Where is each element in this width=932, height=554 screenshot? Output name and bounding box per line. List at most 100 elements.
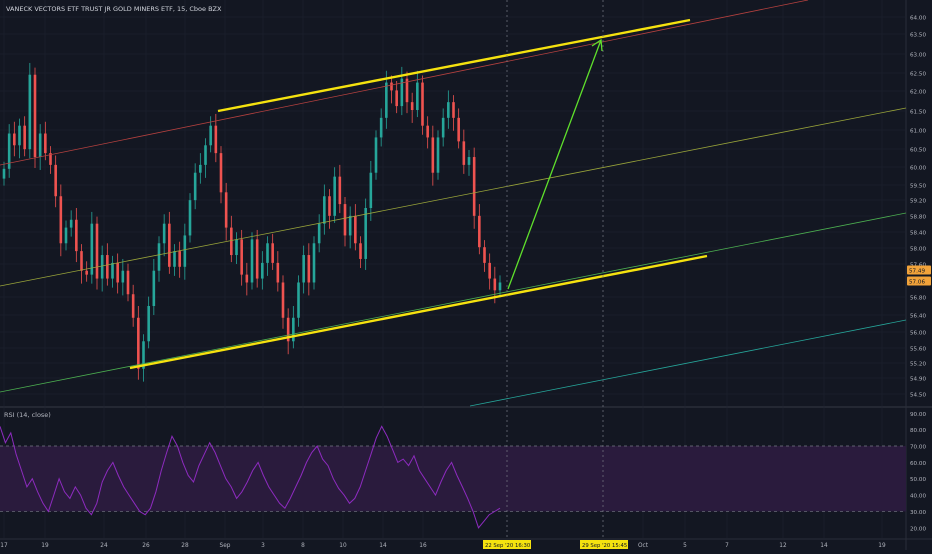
time-tick-label: 10 bbox=[339, 543, 347, 549]
candle-body bbox=[49, 153, 52, 165]
candle-body bbox=[354, 215, 357, 244]
candle-body bbox=[173, 251, 176, 267]
candle-body bbox=[292, 317, 295, 342]
time-tick-label: 14 bbox=[820, 543, 828, 549]
lower-parallel-line bbox=[469, 319, 907, 407]
rsi-band-layer bbox=[0, 445, 906, 512]
price-tag-label: 57.49 bbox=[909, 269, 925, 275]
candle-body bbox=[80, 251, 83, 271]
date-badge bbox=[580, 540, 628, 549]
candle-body bbox=[199, 164, 202, 173]
candle-body bbox=[312, 243, 316, 283]
rsi-tick-label: 20.00 bbox=[910, 526, 926, 532]
candle-body bbox=[219, 153, 223, 193]
candle-body bbox=[493, 278, 497, 291]
candle-body bbox=[235, 239, 238, 256]
date-badge-label: 22 Sep '20 16:30 bbox=[485, 543, 531, 549]
rsi-tick-label: 50.00 bbox=[910, 477, 926, 483]
candle-body bbox=[343, 204, 347, 236]
price-tag-label: 57.06 bbox=[909, 280, 925, 286]
candle-body bbox=[38, 133, 42, 158]
candle-body bbox=[400, 78, 404, 107]
candle-body bbox=[116, 262, 119, 283]
lower-channel-extension-line bbox=[0, 212, 907, 393]
candle-body bbox=[168, 223, 171, 267]
chart-title: VANECK VECTORS ETF TRUST JR GOLD MINERS … bbox=[6, 5, 222, 13]
candle-body bbox=[214, 125, 218, 154]
candle-body bbox=[250, 239, 254, 283]
candle-body bbox=[162, 223, 166, 244]
price-tick-label: 62.50 bbox=[910, 72, 926, 78]
time-tick-label: 24 bbox=[100, 543, 108, 549]
candle-body bbox=[255, 239, 259, 279]
price-tick-label: 56.00 bbox=[910, 331, 926, 337]
rsi-tick-label: 90.00 bbox=[910, 412, 926, 418]
price-tick-label: 59.50 bbox=[910, 184, 926, 190]
price-tick-label: 55.60 bbox=[910, 347, 926, 353]
candle-body bbox=[457, 117, 460, 142]
candle-body bbox=[307, 255, 311, 283]
candle-body bbox=[452, 102, 455, 118]
candle-body bbox=[183, 235, 187, 267]
projection-arrow-head bbox=[591, 38, 603, 52]
candle-body bbox=[328, 196, 331, 216]
price-tick-label: 64.00 bbox=[910, 16, 926, 22]
price-tick-label: 63.00 bbox=[910, 53, 926, 59]
candle-body bbox=[467, 157, 471, 165]
price-tick-label: 54.90 bbox=[910, 377, 926, 383]
candle-body bbox=[276, 262, 280, 283]
rsi-panel-title: RSI (14, close) bbox=[4, 411, 51, 419]
candle-body bbox=[488, 262, 491, 279]
candle-body bbox=[359, 243, 362, 259]
candle-body bbox=[106, 255, 109, 279]
candle-body bbox=[478, 215, 481, 248]
candle-body bbox=[28, 74, 32, 150]
candle-body bbox=[266, 243, 269, 263]
candle-body bbox=[188, 200, 192, 236]
projection-arrow-line bbox=[507, 39, 602, 290]
candle-body bbox=[421, 82, 424, 126]
price-tick-label: 59.20 bbox=[910, 199, 926, 205]
price-tick-label: 54.50 bbox=[910, 393, 926, 399]
price-tick-label: 56.80 bbox=[910, 296, 926, 302]
candle-body bbox=[193, 172, 197, 201]
candle-body bbox=[137, 317, 140, 369]
candle-body bbox=[348, 215, 352, 236]
candle-body bbox=[85, 270, 88, 275]
candle-body bbox=[431, 137, 435, 173]
price-tick-label: 61.00 bbox=[910, 129, 926, 135]
price-tick-label: 60.00 bbox=[910, 166, 926, 172]
time-tick-label: 19 bbox=[878, 543, 886, 549]
candle-body bbox=[59, 196, 63, 244]
candle-body bbox=[271, 243, 274, 263]
price-tick-label: 58.00 bbox=[910, 247, 926, 253]
candle-body bbox=[302, 255, 305, 283]
candle-body bbox=[147, 306, 150, 342]
price-tick-label: 60.50 bbox=[910, 148, 926, 154]
lower-channel-line bbox=[129, 254, 708, 370]
median-line bbox=[0, 107, 907, 287]
rsi-tick-label: 60.00 bbox=[910, 461, 926, 467]
candle-body bbox=[204, 145, 207, 165]
candle-body bbox=[405, 78, 409, 103]
candle-body bbox=[323, 196, 326, 224]
candle-body bbox=[121, 270, 125, 283]
time-tick-label: 7 bbox=[725, 543, 729, 549]
candle-layer bbox=[2, 62, 502, 382]
candle-body bbox=[75, 219, 78, 252]
candle-body bbox=[416, 82, 419, 110]
time-tick-label: 14 bbox=[379, 543, 387, 549]
time-tick-label: Sep bbox=[220, 543, 231, 549]
axis-layer: 64.00 63.50 63.00 62.50 62.00 61.50 61.00 60.50… bbox=[0, 16, 931, 549]
date-badge-label: 29 Sep '20 15:45 bbox=[582, 543, 627, 549]
drawing-layer bbox=[0, 0, 907, 539]
price-tag-badge bbox=[907, 265, 931, 275]
candle-body bbox=[410, 102, 414, 110]
candle-body bbox=[69, 219, 73, 228]
candle-body bbox=[390, 82, 393, 91]
time-tick-label: 17 bbox=[0, 543, 8, 549]
time-tick-label: 26 bbox=[142, 543, 150, 549]
candle-body bbox=[7, 133, 11, 169]
